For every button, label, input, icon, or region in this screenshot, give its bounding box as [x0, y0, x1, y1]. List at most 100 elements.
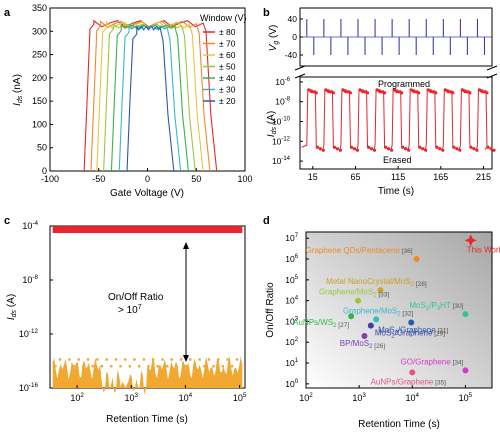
panel-b-program-point-9-0: [460, 88, 464, 92]
panel-a-ytick-label-0: 0: [42, 166, 47, 176]
panel-d-y-axis-label: On/Off Ratio: [265, 282, 276, 338]
panel-b-program-point-10-1: [480, 89, 484, 93]
panel-d-point-6: [462, 311, 469, 318]
panel-c-off-point-0: [54, 365, 57, 368]
panel-b-program-point-4-2: [380, 90, 384, 94]
panel-c-data: [52, 226, 243, 395]
panel-b-program-point-1-2: [329, 90, 333, 94]
panel-b-erase-point-7-1: [438, 147, 442, 151]
panel-b-erase-point-1-0: [332, 145, 336, 149]
panel-b-erase-point-3-2: [372, 148, 377, 152]
panel-c-off-point-33: [207, 358, 211, 361]
panel-b-erase-point-10-0: [486, 145, 490, 149]
panel-b-break-mark-right-1: [486, 65, 498, 71]
panel-b-bottom-frame: [299, 76, 493, 170]
panel-b-programmed-label: Programmed: [378, 79, 430, 89]
panel-b-erase-point-1-2: [338, 148, 342, 152]
panel-b-program-point-8-2: [448, 90, 452, 94]
panel-c-off-point-2: [63, 365, 66, 368]
panel-a-curve-2: [96, 20, 204, 172]
panel-b-top-y-axis-label: Vg (V): [268, 25, 280, 52]
panel-c-ytick-label-1: 10-8: [22, 274, 38, 285]
panel-c-off-point-9: [96, 358, 99, 361]
panel-b-program-point-4-0: [375, 88, 379, 92]
panel-a-legend: Window (V) ± 80 ± 70± 60 ± 50± 40 ± 30± 20: [200, 13, 247, 106]
panel-c-off-point-32: [203, 365, 206, 368]
panel-b-erase-point-2-1: [352, 147, 357, 151]
panel-a-ytick-label-5: 250: [32, 50, 47, 60]
panel-b-program-point-8-3: [451, 91, 455, 95]
panel-d-point-label-8: MoS2/Graphene [29]: [375, 329, 445, 340]
panel-b-erase-point-9-0: [469, 145, 473, 149]
panel-a-legend-label-4: ± 40: [219, 73, 236, 83]
panel-c-xtick-label-1: 103: [124, 392, 138, 403]
panel-b-program-point-10-2: [482, 90, 487, 94]
panel-a-legend-label-1: ± 70: [219, 39, 236, 49]
panel-c-on-state-band: [52, 226, 243, 234]
panel-b-program-point-1-1: [326, 89, 330, 93]
panel-c-off-point-3: [68, 358, 71, 361]
panel-b-bottom-ytick-label-4: 10-14: [272, 156, 291, 166]
panel-c-off-point-18: [137, 365, 141, 368]
panel-b-program-point-2-3: [348, 91, 353, 95]
panel-b-erase-point-4-1: [387, 147, 391, 151]
panel-b-ticks: 40 0 -40 10-6 10-8 10-10 10-12 10-14 15 65 115 165 2…: [272, 14, 491, 182]
panel-d-point-label-2: Metal NanoCrystal/MoS2 [28]: [326, 277, 427, 288]
panel-b-erase-point-10-2: [492, 148, 496, 152]
panel-c-off-point-35: [217, 358, 220, 361]
panel-b-program-point-5-1: [395, 89, 399, 93]
panel-label-a: a: [4, 7, 11, 19]
panel-d-ytick-label-4: 104: [285, 296, 298, 306]
panel-c-off-point-5: [77, 358, 80, 361]
panel-d-point-label-11: AuNPs/Graphene [35]: [371, 377, 447, 386]
panel-b-erase-point-3-0: [366, 145, 371, 149]
panel-b-pulse-response: 40 0 -40 10-6 10-8 10-10 10-12 10-14 15 65 115 165 2…: [266, 7, 498, 197]
panel-b-erase-point-0-1: [318, 147, 322, 151]
panel-c-x-axis-label: Retention Time (s): [106, 414, 188, 425]
panel-a-legend-label-3: ± 50: [219, 62, 236, 72]
panel-a-xtick-label-0: -100: [41, 174, 59, 184]
panel-c-off-point-7: [86, 358, 90, 361]
panel-c-off-point-30: [193, 365, 197, 368]
panel-d-benchmark: 102 103 104 105 100 101 102 103 104 105 106 107 Thi…: [265, 231, 500, 430]
panel-b-erase-point-6-2: [424, 148, 428, 152]
panel-d-xtick-label-0: 102: [299, 392, 313, 403]
panel-a-curve-0: [83, 19, 218, 172]
panel-b-program-point-7-2: [431, 90, 435, 94]
panel-b-program-point-1-3: [331, 91, 335, 95]
panel-b-current-line: [301, 88, 488, 151]
panel-d-point-2: [377, 287, 384, 294]
panel-c-off-point-36: [221, 365, 225, 368]
panel-a-xtick-label-2: 0: [145, 174, 150, 184]
panel-b-xtick-label-4: 215: [476, 172, 491, 182]
panel-b-program-point-3-2: [363, 90, 367, 94]
panel-b-erased-label: Erased: [383, 155, 412, 165]
panel-a-ytick-label-2: 100: [32, 119, 47, 129]
panel-d-xtick-label-3: 105: [459, 392, 473, 403]
panel-b-bottom-ytick-label-2: 10-10: [272, 117, 291, 127]
panel-b-erase-point-1-1: [335, 147, 339, 151]
panel-b-program-point-1-0: [324, 88, 328, 92]
panel-d-point-label-5: Graphene/MoS2 [32]: [343, 306, 413, 317]
panel-b-program-point-8-1: [446, 89, 450, 93]
panel-a-ytick-label-6: 300: [32, 26, 47, 36]
panel-b-program-point-6-2: [414, 90, 418, 94]
panel-c-off-point-26: [175, 365, 178, 368]
panel-b-program-point-9-2: [465, 90, 469, 94]
panel-c-off-point-1: [58, 358, 62, 361]
panel-c-off-point-17: [133, 358, 136, 361]
panel-a-plot-frame: [49, 7, 246, 172]
panel-a-curve-5: [118, 24, 182, 172]
panel-a-xtick-label-4: 100: [237, 174, 252, 184]
panel-d-x-axis-label: Retention Time (s): [358, 419, 440, 430]
panel-d-ytick-label-2: 102: [285, 337, 298, 347]
panel-d-point-3: [355, 297, 362, 304]
panel-c-off-point-11: [105, 358, 108, 361]
panel-d-plot-frame: [305, 231, 493, 389]
panel-d-point-label-6: MoS2/P3HT [30]: [409, 301, 463, 312]
panel-a-curve-6: [126, 25, 175, 172]
panel-d-gradient-background: [306, 232, 492, 388]
panel-b-program-point-0-0: [307, 88, 311, 92]
panel-c-off-point-28: [184, 365, 187, 368]
